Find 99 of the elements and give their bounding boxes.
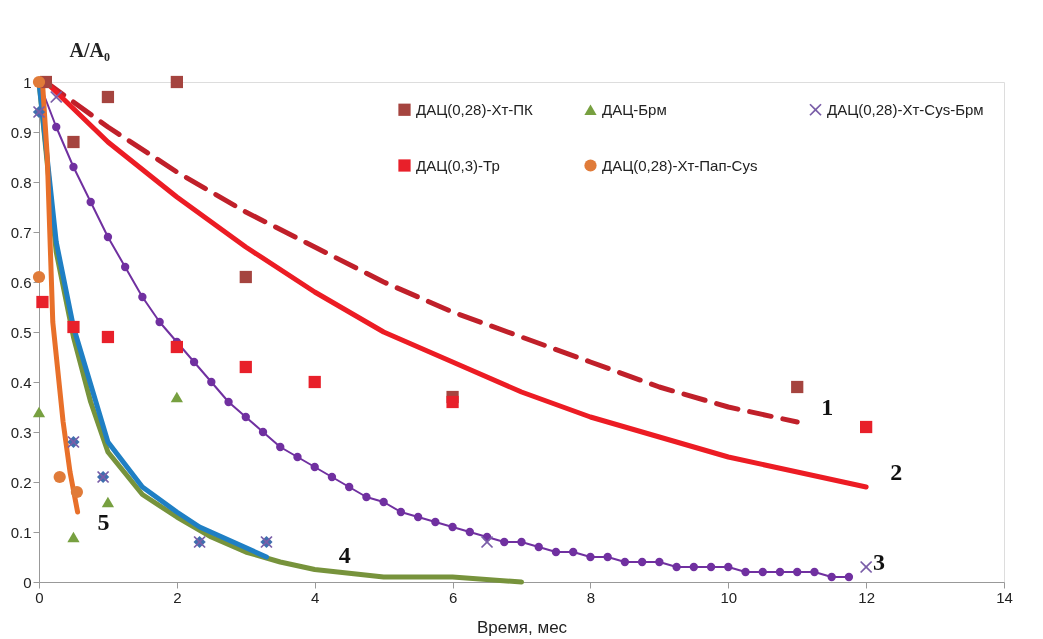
y-tick-label: 0.8 <box>10 173 32 191</box>
annotation: 3 <box>872 549 885 575</box>
point <box>362 492 371 502</box>
point <box>860 420 873 434</box>
point <box>827 572 836 582</box>
legend-label: ДАЦ-Брм <box>602 100 667 118</box>
y-axis-title: A/A₀ <box>69 38 110 61</box>
point <box>517 537 526 547</box>
y-tick-label: 0.7 <box>10 223 32 241</box>
point <box>603 552 612 562</box>
legend-label: ДАЦ(0,28)-Хт-Cys-Брм <box>827 100 984 118</box>
point <box>67 135 80 149</box>
point <box>224 397 233 407</box>
point <box>101 330 115 344</box>
point <box>101 90 115 104</box>
y-tick-label: 0.4 <box>10 373 32 391</box>
point <box>637 557 647 567</box>
y-tick-label: 0.2 <box>10 473 32 491</box>
annotation: 4 <box>338 541 351 568</box>
point <box>241 412 250 422</box>
annotation: 5 <box>97 509 110 535</box>
point <box>170 75 183 89</box>
point <box>86 197 95 207</box>
point <box>239 360 252 374</box>
point <box>672 562 681 572</box>
point <box>50 90 63 104</box>
point <box>345 482 354 492</box>
point <box>446 395 459 409</box>
point <box>569 547 578 557</box>
point <box>120 262 130 272</box>
point <box>308 375 321 389</box>
point <box>741 567 750 577</box>
point <box>207 377 216 387</box>
point <box>758 567 767 577</box>
point <box>310 462 319 472</box>
point <box>775 567 785 577</box>
point <box>258 427 268 437</box>
point <box>413 512 423 522</box>
x-tick-label: 0 <box>35 588 44 606</box>
x-axis-title: Время, мес <box>476 617 568 637</box>
point <box>448 522 457 532</box>
point <box>431 517 440 527</box>
point <box>155 317 164 327</box>
point <box>791 380 804 394</box>
point <box>586 552 595 562</box>
point <box>379 497 388 507</box>
point <box>860 560 873 574</box>
annotation: 2 <box>890 459 903 485</box>
point <box>620 557 630 567</box>
y-tick-label: 0.9 <box>10 123 32 141</box>
point <box>655 557 664 567</box>
y-tick-label: 0.6 <box>10 273 32 291</box>
x-tick-label: 10 <box>720 588 738 606</box>
x-tick-label: 14 <box>996 588 1013 606</box>
point <box>36 295 49 309</box>
point <box>844 572 854 582</box>
point <box>276 442 285 452</box>
point <box>53 470 66 484</box>
x-tick-label: 2 <box>173 588 182 606</box>
point <box>103 232 113 242</box>
point <box>32 270 46 284</box>
point <box>689 562 698 572</box>
point <box>170 391 183 403</box>
annotation: 1 <box>821 394 834 420</box>
point <box>67 320 80 334</box>
legend-label: ДАЦ(0,28)-Хт-Пап-Cys <box>602 156 758 174</box>
point <box>327 472 337 482</box>
legend-label: ДАЦ(0,28)-Хт-ПК <box>416 100 534 118</box>
y-tick-label: 0.1 <box>10 523 32 541</box>
x-tick-label: 8 <box>586 588 596 606</box>
x-tick-label: 6 <box>448 588 458 606</box>
legend-label: ДАЦ(0,3)-Тр <box>416 156 500 174</box>
point <box>52 122 61 132</box>
point <box>793 567 802 577</box>
y-tick-label: 0.3 <box>10 423 32 441</box>
point <box>67 531 80 543</box>
point <box>480 535 494 549</box>
y-tick-label: 1 <box>23 73 32 91</box>
point <box>189 357 199 367</box>
point <box>239 270 252 284</box>
x-tick-label: 4 <box>311 588 320 606</box>
point <box>534 542 543 552</box>
point <box>170 340 183 354</box>
point <box>101 496 115 508</box>
point <box>396 507 406 517</box>
point <box>293 452 302 462</box>
point <box>551 547 561 557</box>
point <box>138 292 147 302</box>
y-tick-label: 0.5 <box>10 323 32 341</box>
point <box>810 567 819 577</box>
point <box>70 485 84 499</box>
y-tick-label: 0 <box>23 573 32 591</box>
point <box>465 527 474 537</box>
point <box>32 406 46 418</box>
point <box>69 162 78 172</box>
point <box>500 537 509 547</box>
point <box>724 562 733 572</box>
point <box>706 562 716 572</box>
x-tick-label: 12 <box>858 588 875 606</box>
